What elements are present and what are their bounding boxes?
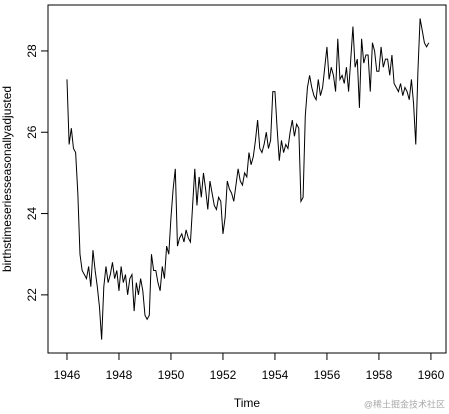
x-axis-label: Time xyxy=(234,396,261,410)
y-axis-label: birthstimeseriesseasonallyadjusted xyxy=(0,86,14,272)
x-tick-label: 1948 xyxy=(106,368,133,382)
x-tick-label: 1950 xyxy=(158,368,185,382)
x-tick-label: 1960 xyxy=(418,368,445,382)
watermark: @稀土掘金技术社区 xyxy=(364,398,445,409)
y-tick-label: 22 xyxy=(25,288,39,302)
series-line xyxy=(66,18,430,340)
x-tick-label: 1952 xyxy=(210,368,237,382)
y-tick-label: 28 xyxy=(25,44,39,58)
x-tick-label: 1946 xyxy=(54,368,81,382)
x-tick-label: 1954 xyxy=(262,368,289,382)
x-tick-label: 1958 xyxy=(366,368,393,382)
y-tick-label: 24 xyxy=(25,207,39,221)
x-tick-label: 1956 xyxy=(314,368,341,382)
plot-frame xyxy=(47,4,447,354)
y-tick-label: 26 xyxy=(25,125,39,139)
